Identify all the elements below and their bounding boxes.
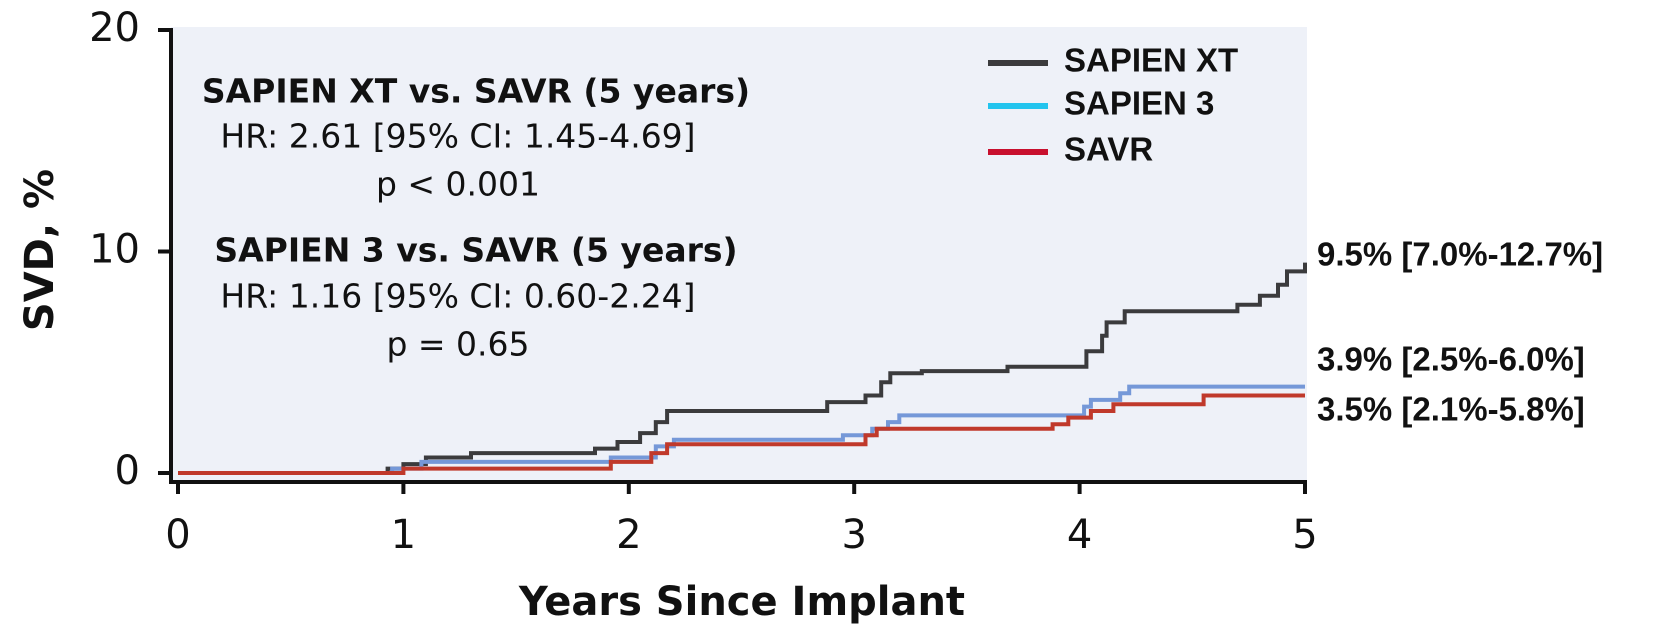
series-line [178, 262, 1307, 475]
series-line [178, 384, 1305, 475]
x-tick-label: 2 [616, 512, 641, 558]
annotation: HR: 2.61 [95% CI: 1.45-4.69] [220, 117, 695, 156]
annotation: p = 0.65 [386, 325, 529, 364]
annotation: HR: 1.16 [95% CI: 0.60-2.24] [220, 277, 695, 316]
y-axis-title: SVD, % [17, 169, 63, 331]
y-tick-label: 10 [89, 227, 140, 273]
x-tick-label: 5 [1292, 512, 1317, 558]
y-tick-label: 0 [115, 448, 140, 494]
series-line [178, 393, 1305, 475]
end-label: 3.9% [2.5%-6.0%] [1317, 341, 1585, 378]
legend-label: SAPIEN XT [1064, 42, 1238, 79]
legend-label: SAPIEN 3 [1064, 85, 1214, 122]
end-label: 9.5% [7.0%-12.7%] [1317, 236, 1603, 273]
x-tick-label: 0 [165, 512, 190, 558]
y-tick-label: 20 [89, 5, 140, 51]
x-tick-label: 3 [841, 512, 866, 558]
legend-label: SAVR [1064, 131, 1153, 168]
x-axis-title: Years Since Implant [518, 579, 965, 625]
end-label: 3.5% [2.1%-5.8%] [1317, 391, 1585, 428]
x-tick-label: 4 [1067, 512, 1092, 558]
x-tick-label: 1 [391, 512, 416, 558]
annotation: p < 0.001 [376, 165, 540, 204]
annotation: SAPIEN XT vs. SAVR (5 years) [202, 72, 750, 111]
annotation: SAPIEN 3 vs. SAVR (5 years) [214, 231, 737, 270]
